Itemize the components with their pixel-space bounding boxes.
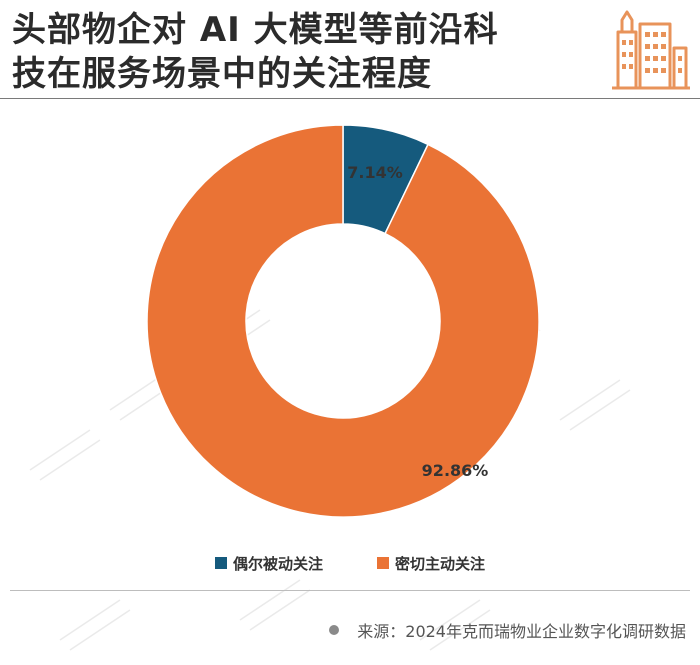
legend-label-close: 密切主动关注 [395,554,486,573]
legend-item-close: 密切主动关注 [377,553,485,574]
legend: 偶尔被动关注 密切主动关注 [0,551,700,575]
title-line-1: 头部物企对 AI 大模型等前沿科 [12,10,499,50]
legend-label-occasional: 偶尔被动关注 [232,554,323,573]
source-note: 来源：2024年克而瑞物业企业数字化调研数据 [329,618,686,642]
chart-title: 头部物企对 AI 大模型等前沿科 技在服务场景中的关注程度 [12,8,592,96]
data-label-0: 7.14% [347,163,403,182]
footer-divider [10,590,690,591]
data-label-1: 92.86% [422,461,489,480]
legend-swatch-occasional [214,557,227,569]
donut-slice-1 [146,124,540,518]
city-buildings-icon [612,10,690,90]
title-divider [0,98,700,99]
legend-item-occasional: 偶尔被动关注 [214,553,323,574]
donut-chart: 7.14% 92.86% [146,124,540,518]
source-text: 来源：2024年克而瑞物业企业数字化调研数据 [357,622,686,641]
legend-swatch-close [377,557,389,569]
title-line-2: 技在服务场景中的关注程度 [12,54,432,94]
dot-icon [329,625,340,635]
